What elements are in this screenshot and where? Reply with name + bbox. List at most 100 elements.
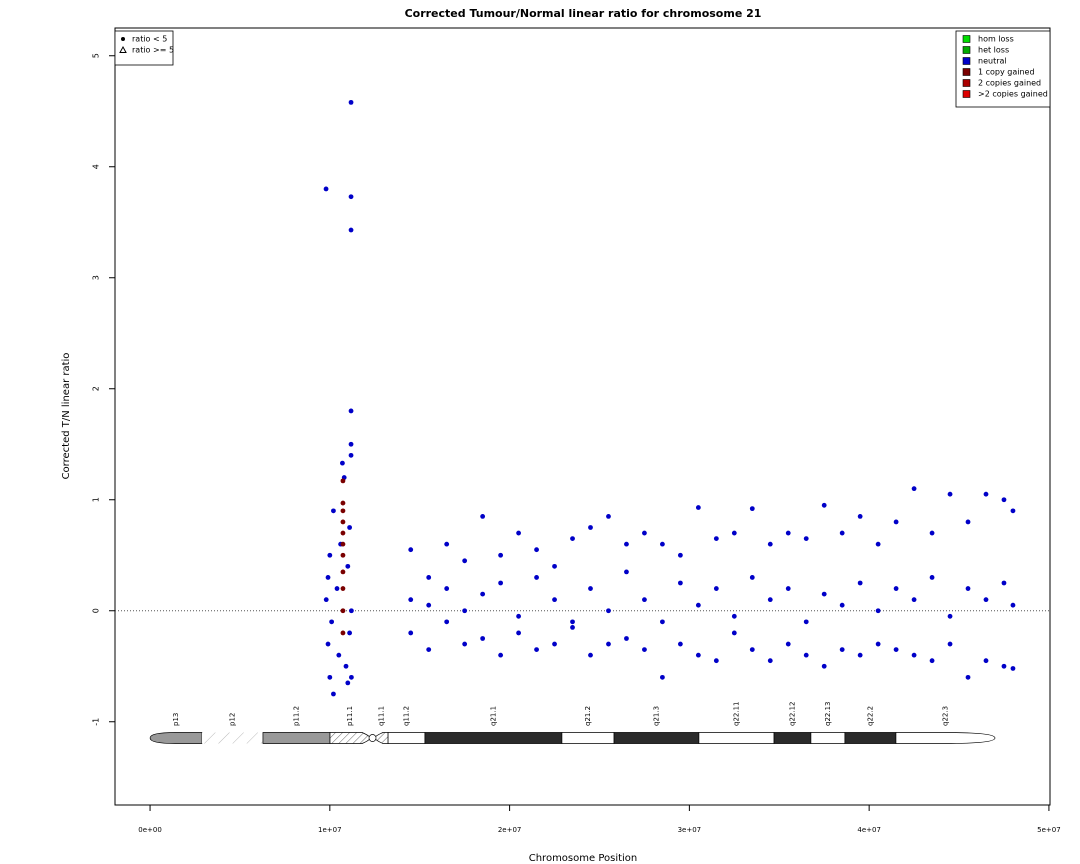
data-point	[1001, 663, 1007, 669]
x-tick-label: 1e+07	[318, 826, 342, 834]
ideogram-band	[810, 732, 846, 744]
x-tick-label: 3e+07	[678, 826, 702, 834]
band-label: p11.1	[346, 706, 354, 726]
data-point	[911, 597, 917, 603]
legend-symbol	[119, 45, 127, 53]
legend-label: ratio < 5	[132, 35, 167, 44]
data-point	[677, 641, 683, 647]
data-point	[462, 641, 468, 647]
data-point	[857, 580, 863, 586]
data-point	[340, 541, 346, 547]
data-point	[426, 575, 432, 580]
y-tick-label: 5	[92, 53, 101, 58]
ideogram-band	[895, 732, 996, 744]
data-point	[965, 586, 971, 591]
data-point	[552, 563, 557, 569]
data-point	[929, 575, 935, 580]
data-point	[606, 608, 611, 614]
data-point	[642, 647, 647, 652]
band-label: q21.2	[584, 706, 592, 726]
data-point	[348, 194, 354, 200]
data-point	[345, 680, 351, 686]
legend-label: het loss	[978, 46, 1009, 55]
data-point	[929, 658, 935, 664]
data-point	[713, 586, 719, 591]
data-point	[340, 630, 346, 636]
band-label: q22.2	[866, 706, 874, 726]
data-point	[821, 591, 827, 597]
data-point	[660, 541, 665, 547]
data-point	[349, 674, 354, 680]
data-point	[767, 658, 773, 664]
legend-label: 1 copy gained	[978, 68, 1035, 77]
data-point	[348, 452, 354, 458]
data-point	[323, 597, 329, 603]
x-tick-label: 4e+07	[857, 826, 881, 834]
band-label: p11.2	[292, 706, 300, 726]
ideogram-band	[698, 732, 775, 744]
y-tick-label: -1	[92, 718, 101, 726]
data-point	[947, 641, 953, 647]
data-point	[947, 613, 953, 619]
data-point	[731, 613, 737, 619]
x-tick-label: 5e+07	[1037, 826, 1061, 834]
data-point	[821, 502, 827, 508]
data-point	[893, 519, 899, 525]
band-label: q22.11	[732, 702, 740, 726]
ideogram-band	[374, 732, 389, 744]
data-point	[408, 630, 414, 636]
data-point	[588, 652, 593, 658]
data-point	[1010, 666, 1016, 671]
data-point	[624, 636, 629, 641]
ideogram-band	[202, 732, 263, 744]
band-label: q21.1	[489, 706, 497, 726]
shape-legend-box	[114, 30, 174, 66]
band-label: p13	[172, 713, 180, 726]
data-point	[325, 575, 331, 580]
y-tick-label: 1	[92, 497, 101, 502]
data-point	[480, 591, 486, 597]
ideogram-band	[844, 732, 897, 744]
data-point	[348, 99, 354, 105]
data-point	[677, 552, 683, 558]
data-point	[588, 525, 593, 530]
data-point	[803, 536, 809, 541]
ideogram-band	[329, 732, 371, 744]
data-point	[331, 508, 336, 514]
data-point	[911, 486, 917, 492]
data-point	[348, 227, 354, 233]
data-point	[325, 641, 331, 647]
ideogram-band	[773, 732, 812, 744]
band-label: q11.2	[403, 706, 411, 726]
data-point	[911, 652, 917, 658]
ideogram-band	[561, 732, 615, 744]
data-point	[785, 586, 791, 591]
legend-swatch	[962, 79, 971, 87]
plot-frame	[114, 27, 1051, 806]
band-label: q11.1	[378, 706, 386, 726]
band-label: q22.12	[788, 702, 796, 726]
data-point	[340, 460, 345, 466]
ideogram-band	[424, 732, 563, 744]
data-point	[340, 586, 346, 591]
data-point	[713, 658, 719, 664]
data-point	[803, 652, 809, 658]
data-point	[965, 674, 971, 680]
y-tick-label: 0	[92, 608, 101, 613]
legend-label: 2 copies gained	[978, 79, 1041, 88]
ideogram-band	[387, 732, 426, 744]
data-point	[534, 547, 539, 553]
data-point	[331, 691, 336, 697]
x-tick-label: 2e+07	[498, 826, 522, 834]
data-point	[642, 597, 647, 603]
data-point	[340, 500, 346, 506]
data-point	[516, 613, 521, 619]
y-tick-label: 4	[92, 164, 101, 169]
data-point	[340, 608, 346, 614]
data-point	[893, 647, 899, 652]
legend-label: >2 copies gained	[978, 90, 1048, 99]
data-point	[327, 674, 333, 680]
data-point	[327, 552, 333, 558]
data-point	[340, 552, 346, 558]
data-point	[534, 575, 539, 580]
